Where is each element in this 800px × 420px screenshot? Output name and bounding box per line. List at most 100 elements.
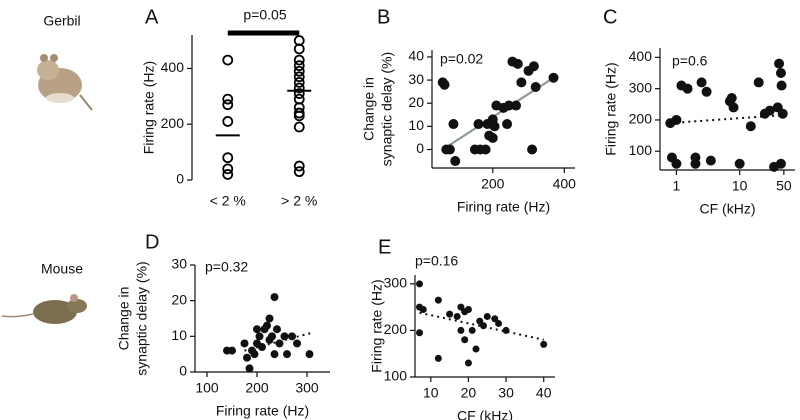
data-point bbox=[240, 339, 249, 348]
x-axis-label: Firing rate (Hz) bbox=[457, 199, 550, 215]
data-point bbox=[270, 293, 279, 302]
data-point bbox=[671, 114, 682, 125]
data-point bbox=[255, 332, 264, 341]
data-point bbox=[728, 102, 739, 113]
data-point bbox=[776, 80, 787, 91]
x-tick-label: 100 bbox=[195, 380, 219, 396]
data-point bbox=[280, 332, 289, 341]
data-point bbox=[512, 58, 523, 69]
data-point bbox=[502, 119, 513, 130]
panel-letter: B bbox=[377, 6, 390, 28]
gerbil-icon bbox=[37, 54, 93, 111]
row-label: Gerbil bbox=[43, 13, 80, 29]
data-point bbox=[439, 79, 450, 90]
data-point bbox=[222, 163, 234, 175]
data-point bbox=[293, 43, 305, 55]
data-point bbox=[705, 155, 716, 166]
y-tick-label: 40 bbox=[408, 48, 424, 64]
data-point bbox=[222, 99, 234, 111]
data-point bbox=[530, 82, 541, 93]
x-tick-label: 200 bbox=[245, 380, 269, 396]
data-point bbox=[777, 108, 788, 119]
y-tick-label: 300 bbox=[384, 275, 408, 291]
y-tick-label: 30 bbox=[171, 256, 187, 272]
x-tick-label: > 2 % bbox=[281, 193, 317, 209]
y-tick-label: 400 bbox=[629, 48, 653, 64]
data-point bbox=[483, 312, 491, 320]
data-point bbox=[472, 345, 480, 353]
y-tick-label: 30 bbox=[408, 71, 424, 87]
x-tick-label: 30 bbox=[498, 385, 514, 401]
data-point bbox=[250, 350, 259, 359]
data-point bbox=[293, 339, 301, 348]
y-tick-label: 200 bbox=[629, 111, 653, 127]
data-point bbox=[495, 319, 503, 327]
y-tick-label: 100 bbox=[384, 368, 408, 384]
data-point bbox=[753, 77, 764, 88]
x-tick-label: 10 bbox=[732, 178, 748, 194]
data-point bbox=[270, 350, 279, 359]
y-tick-label: 10 bbox=[408, 117, 424, 133]
data-point bbox=[265, 314, 274, 323]
data-point bbox=[228, 346, 236, 355]
data-point bbox=[764, 105, 775, 116]
annotation: p=0.02 bbox=[440, 51, 483, 67]
data-point bbox=[548, 72, 559, 83]
data-point bbox=[434, 296, 442, 304]
x-axis-label: CF (kHz) bbox=[457, 408, 513, 420]
data-point bbox=[444, 144, 455, 155]
y-tick-label: 200 bbox=[384, 321, 408, 337]
row-label: Mouse bbox=[41, 261, 83, 277]
annotation: p=0.16 bbox=[415, 253, 458, 269]
panel-letter: C bbox=[603, 6, 617, 28]
x-axis-label: Firing rate (Hz) bbox=[216, 403, 309, 419]
data-point bbox=[528, 61, 539, 72]
fit-line bbox=[670, 114, 782, 125]
data-point bbox=[775, 158, 786, 169]
data-point bbox=[726, 93, 737, 104]
panel-letter: A bbox=[145, 6, 159, 28]
y-tick-label: 100 bbox=[629, 142, 653, 158]
data-point bbox=[419, 305, 427, 313]
data-point bbox=[734, 158, 745, 169]
data-point bbox=[293, 65, 305, 77]
data-point bbox=[527, 144, 538, 155]
data-point bbox=[293, 166, 305, 178]
data-point bbox=[293, 110, 305, 122]
y-tick-label: 0 bbox=[416, 140, 424, 156]
data-point bbox=[293, 160, 305, 172]
data-point bbox=[464, 359, 472, 367]
data-point bbox=[275, 339, 284, 348]
data-point bbox=[457, 326, 465, 334]
y-tick-label: 200 bbox=[161, 115, 185, 131]
data-point bbox=[293, 82, 305, 94]
data-point bbox=[503, 100, 514, 111]
data-point bbox=[446, 310, 454, 318]
data-point bbox=[305, 350, 314, 359]
data-point bbox=[268, 332, 276, 341]
data-point bbox=[473, 119, 484, 130]
data-point bbox=[222, 169, 234, 180]
data-point bbox=[258, 343, 266, 352]
data-point bbox=[511, 100, 522, 111]
x-tick-label: 10 bbox=[423, 385, 439, 401]
data-point bbox=[464, 305, 472, 313]
data-point bbox=[283, 350, 291, 359]
data-point bbox=[263, 321, 271, 330]
y-tick-label: 0 bbox=[179, 363, 187, 379]
data-point bbox=[487, 132, 498, 143]
data-point bbox=[461, 336, 469, 344]
data-point bbox=[245, 364, 254, 373]
data-point bbox=[288, 332, 296, 341]
mouse-icon bbox=[1, 294, 87, 324]
data-point bbox=[222, 116, 234, 127]
data-point bbox=[222, 54, 234, 66]
data-point bbox=[416, 329, 424, 337]
data-point bbox=[682, 83, 693, 94]
panel-letter: D bbox=[145, 231, 159, 253]
data-point bbox=[491, 315, 499, 323]
y-axis-label: Change in bbox=[361, 77, 377, 141]
data-point bbox=[448, 119, 459, 130]
data-point bbox=[480, 144, 491, 155]
